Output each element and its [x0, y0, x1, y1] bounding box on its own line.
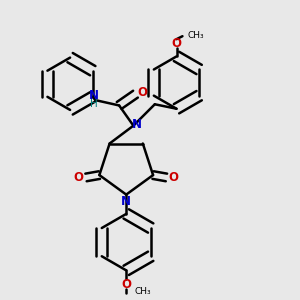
Text: O: O	[74, 171, 84, 184]
Text: O: O	[172, 37, 182, 50]
Text: CH₃: CH₃	[134, 287, 151, 296]
Text: O: O	[121, 278, 131, 291]
Text: N: N	[132, 118, 142, 131]
Text: N: N	[121, 195, 131, 208]
Text: H: H	[90, 99, 98, 109]
Text: O: O	[169, 171, 178, 184]
Text: N: N	[89, 89, 99, 102]
Text: O: O	[137, 86, 147, 99]
Text: CH₃: CH₃	[188, 31, 204, 40]
